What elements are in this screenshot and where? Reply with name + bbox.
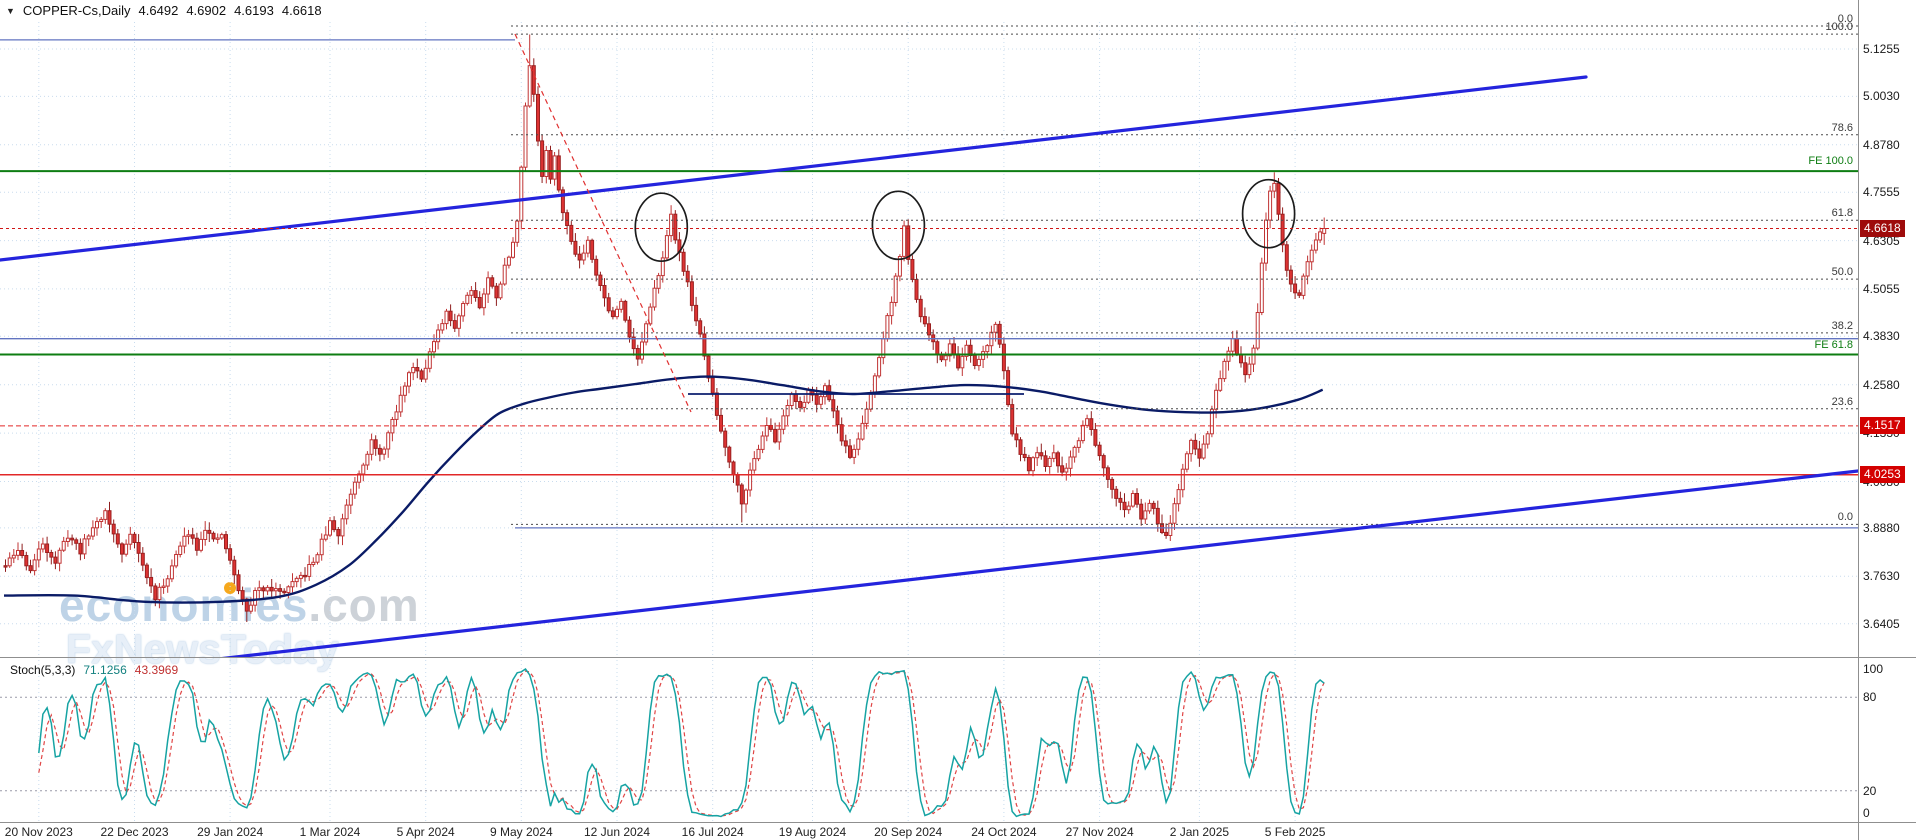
- date-axis-label: 16 Jul 2024: [681, 825, 744, 839]
- stoch-axis-label: 100: [1863, 662, 1884, 676]
- date-axis-label: 27 Nov 2024: [1065, 825, 1134, 839]
- ohlc-low: 4.6193: [234, 3, 274, 18]
- stoch-name: Stoch(5,3,3): [10, 663, 76, 677]
- ohlc-open: 4.6492: [138, 3, 179, 18]
- price-axis-label: 4.3830: [1863, 329, 1900, 344]
- symbol-name: COPPER-Cs,Daily: [22, 3, 131, 18]
- price-axis[interactable]: [1859, 0, 1916, 822]
- date-axis-label: 20 Nov 2023: [4, 825, 73, 839]
- main-panel: [0, 25, 1858, 657]
- decline-trendline: [514, 33, 692, 413]
- ohlc-high: 4.6902: [186, 3, 227, 18]
- resistance-price-badge: 4.1517: [1860, 416, 1905, 434]
- trend-channel-line: [0, 75, 1588, 262]
- support-price-badge: 4.0253: [1860, 465, 1905, 483]
- fib-level-label: 0.0: [1837, 13, 1853, 25]
- date-axis-label: 29 Jan 2024: [197, 825, 264, 839]
- stoch-main-line: [38, 667, 1325, 818]
- fe-61-label: FE 61.8: [1814, 338, 1853, 351]
- fib-level-label: 38.2: [1831, 319, 1853, 332]
- date-axis-label: 2 Jan 2025: [1169, 825, 1230, 839]
- date-axis-label: 12 Jun 2024: [583, 825, 651, 839]
- date-axis-label: 19 Aug 2024: [778, 825, 847, 839]
- ohlc-close: 4.6618: [281, 3, 322, 18]
- brand-logo-dot-icon: [224, 582, 236, 594]
- grid-lines: [0, 22, 1858, 822]
- date-axis-label: 9 May 2024: [489, 825, 553, 839]
- price-axis-label: 4.5055: [1863, 281, 1900, 296]
- stoch-signal-value: 43.3969: [134, 663, 179, 677]
- fib-level-label: 23.6: [1831, 395, 1853, 408]
- chart-title: ▼ COPPER-Cs,Daily 4.6492 4.6902 4.6193 4…: [6, 3, 322, 18]
- price-axis-label: 4.6305: [1863, 233, 1900, 248]
- date-axis-label: 20 Sep 2024: [874, 825, 943, 839]
- trend-channel-line: [221, 469, 1858, 657]
- stoch-panel: [0, 667, 1858, 818]
- price-axis-label: 4.2580: [1863, 377, 1900, 392]
- stoch-axis-label: 20: [1863, 783, 1877, 798]
- time-axis[interactable]: [0, 823, 1916, 840]
- price-axis-label: 3.6405: [1863, 616, 1900, 631]
- fib-level-label: 100.0: [1825, 21, 1853, 34]
- price-axis-label: 5.1255: [1863, 42, 1900, 56]
- peak-annotation-circle: [1241, 178, 1296, 249]
- date-axis-label: 24 Oct 2024: [971, 825, 1037, 839]
- symbol-marker-icon: ▼: [6, 5, 15, 16]
- price-axis-label: 5.0030: [1863, 89, 1900, 104]
- price-axis-label: 4.8780: [1863, 137, 1900, 152]
- date-axis-label: 22 Dec 2023: [100, 825, 169, 839]
- moving-average-line: [3, 375, 1324, 604]
- stoch-indicator-label: Stoch(5,3,3) 71.1256 43.3969: [10, 663, 178, 677]
- stoch-signal-line: [38, 670, 1325, 817]
- fib-level-label: 50.0: [1831, 266, 1853, 279]
- stoch-axis-label: 80: [1863, 690, 1877, 705]
- fe-100-label: FE 100.0: [1808, 155, 1853, 168]
- peak-annotation-circle: [634, 192, 689, 263]
- fib-level-label: 61.8: [1831, 207, 1853, 220]
- fib-level-label: 0.0: [1837, 511, 1853, 524]
- date-axis-label: 1 Mar 2024: [299, 825, 361, 839]
- price-axis-label: 4.7555: [1863, 185, 1900, 200]
- watermark-brand-suffix: .com: [308, 579, 420, 631]
- date-axis-label: 5 Apr 2024: [396, 825, 455, 839]
- current-price-badge: 4.6618: [1860, 219, 1905, 237]
- peak-annotation-circle: [871, 190, 926, 261]
- date-axis-label: 5 Feb 2025: [1264, 825, 1326, 839]
- fib-level-label: 78.6: [1831, 121, 1853, 134]
- stoch-axis-label: 0: [1863, 806, 1870, 820]
- price-axis-label: 3.7630: [1863, 569, 1900, 584]
- price-axis-label: 3.8880: [1863, 520, 1900, 535]
- stoch-main-value: 71.1256: [83, 663, 127, 677]
